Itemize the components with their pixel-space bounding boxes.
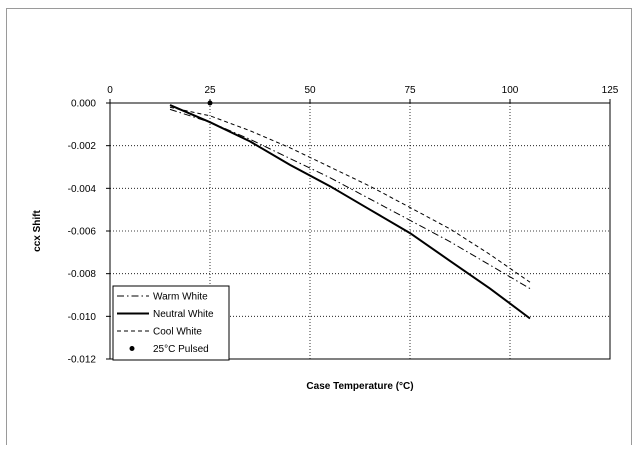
series-point-25-c-pulsed	[207, 100, 213, 106]
x-tick-label: 100	[502, 85, 519, 96]
y-tick-label: -0.008	[68, 269, 97, 280]
legend-label-25-c-pulsed: 25°C Pulsed	[153, 344, 209, 355]
x-tick-label: 75	[404, 85, 416, 96]
legend-label-neutral-white: Neutral White	[153, 309, 214, 320]
y-tick-label: -0.006	[68, 227, 97, 238]
x-tick-label: 125	[602, 85, 619, 96]
series-line-neutral-white	[169, 104, 531, 320]
x-tick-label: 0	[107, 85, 113, 96]
y-tick-label: -0.004	[68, 184, 97, 195]
x-tick-label: 50	[304, 85, 316, 96]
x-axis-ticks: 0 25 50 75 100 125	[107, 85, 619, 103]
y-axis-ticks: 0.000 -0.002 -0.004 -0.006 -0.008 -0.010 -0.01…	[68, 99, 110, 366]
legend-label-cool-white: Cool White	[153, 327, 202, 338]
y-axis-title: ccx Shift	[32, 209, 43, 251]
series-line-cool-white	[169, 106, 531, 283]
legend: Warm White Neutral White Cool White 25°C Pu…	[112, 285, 230, 361]
series-lines	[169, 100, 531, 320]
legend-label-warm-white: Warm White	[153, 292, 208, 303]
x-tick-label: 25	[204, 85, 216, 96]
y-tick-label: 0.000	[71, 99, 96, 110]
legend-swatch-25-c-pulsed	[129, 346, 135, 351]
y-tick-label: -0.010	[68, 312, 97, 323]
y-tick-label: -0.002	[68, 141, 97, 152]
y-tick-label: -0.012	[68, 355, 97, 366]
x-axis-title: Case Temperature (°C)	[306, 381, 413, 392]
grid	[110, 103, 610, 359]
chart-frame	[6, 8, 632, 445]
